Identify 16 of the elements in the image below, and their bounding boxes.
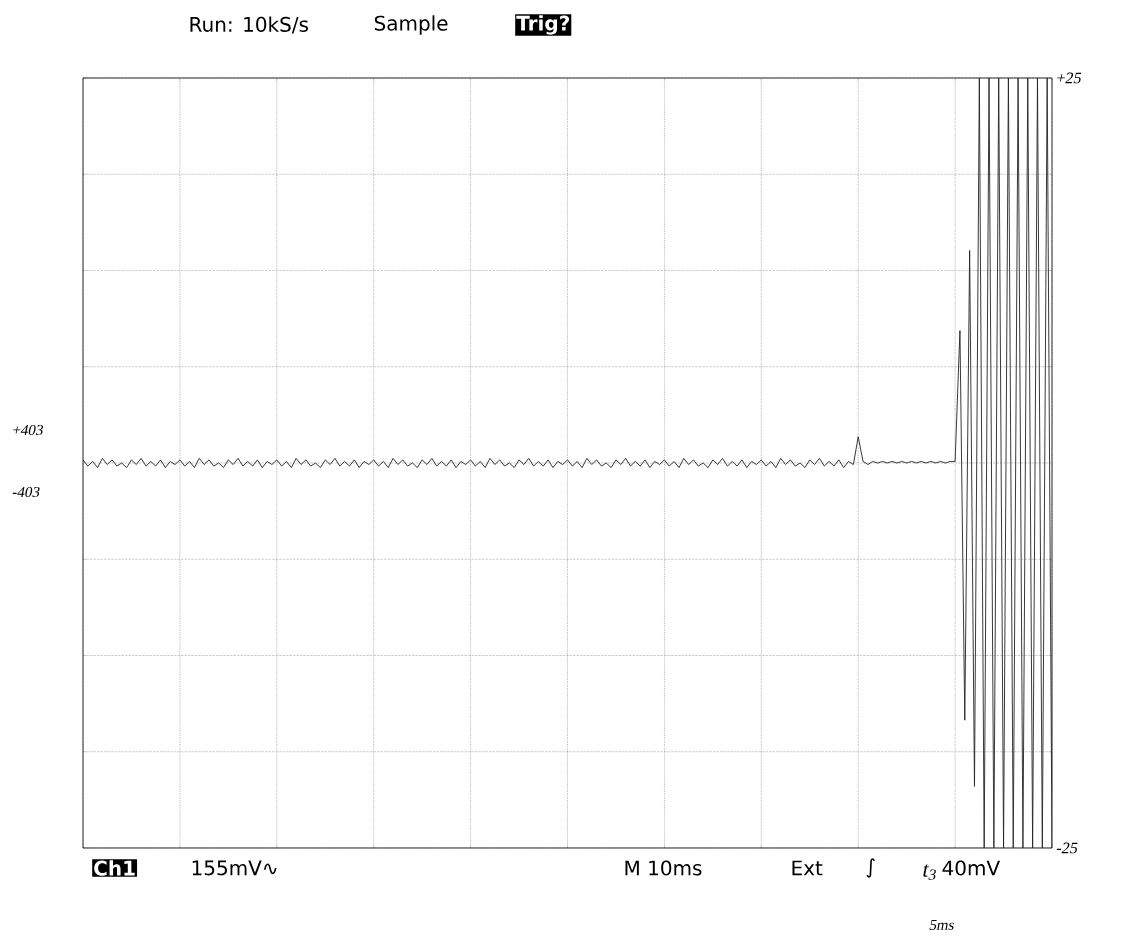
text: Sample [374, 15, 448, 35]
text: 5ms [929, 920, 954, 930]
text: Ch1 [94, 860, 135, 876]
text: ∫ [866, 858, 875, 878]
line-series [83, 77, 1053, 848]
text: t$_{3}$ [923, 864, 936, 880]
text: Ext [792, 860, 823, 876]
y-tick-label: +25 [1057, 72, 1082, 84]
chart-title: Run: 10kS/s [190, 16, 308, 34]
text: M 10ms [625, 860, 702, 876]
text: Trig? [516, 15, 570, 35]
y-tick-label: -25 [1056, 842, 1078, 854]
text: 40mV [942, 860, 1000, 876]
text: 155mV∿ [192, 860, 277, 876]
text: +403 [13, 424, 44, 436]
text: -403 [12, 486, 40, 498]
